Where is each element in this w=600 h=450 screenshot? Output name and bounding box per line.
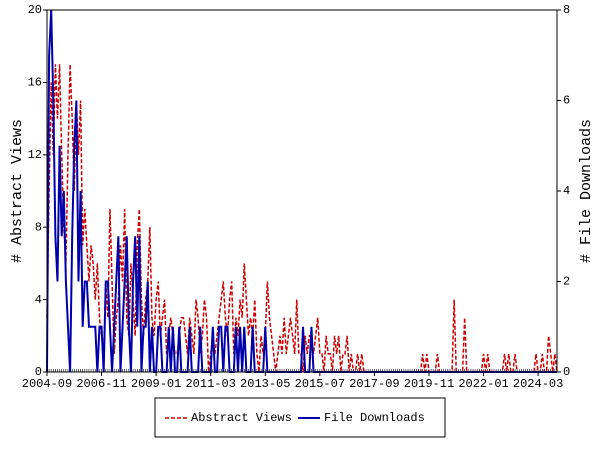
x-tick-label: 2017-09 <box>349 377 399 391</box>
x-tick-label: 2013-05 <box>240 377 290 391</box>
legend-label: File Downloads <box>324 411 425 425</box>
y-tick-label: 8 <box>35 220 42 234</box>
x-tick-label: 2022-01 <box>458 377 508 391</box>
y2-tick-label: 4 <box>563 184 570 198</box>
y-tick-label: 20 <box>28 3 42 17</box>
x-tick-label: 2019-11 <box>404 377 454 391</box>
x-tick-label: 2004-09 <box>22 377 72 391</box>
y-tick-label: 16 <box>28 76 42 90</box>
y2-tick-label: 8 <box>563 3 570 17</box>
y2-tick-label: 6 <box>563 94 570 108</box>
x-tick-label: 2006-11 <box>76 377 126 391</box>
x-tick-label: 2024-03 <box>513 377 563 391</box>
legend-label: Abstract Views <box>191 411 292 425</box>
y2-tick-label: 2 <box>563 275 570 289</box>
x-tick-label: 2011-03 <box>185 377 235 391</box>
y-tick-label: 0 <box>35 365 42 379</box>
y-tick-label: 4 <box>35 293 42 307</box>
plot-frame <box>46 9 558 373</box>
y2-tick-label: 0 <box>563 365 570 379</box>
y-axis-title: # Abstract Views <box>9 119 26 263</box>
line-series <box>46 9 557 373</box>
x-tick-label: 2015-07 <box>295 377 345 391</box>
x-tick-label: 2009-01 <box>131 377 181 391</box>
y-tick-label: 12 <box>28 148 42 162</box>
y2-axis-title: # File Downloads <box>578 119 595 263</box>
